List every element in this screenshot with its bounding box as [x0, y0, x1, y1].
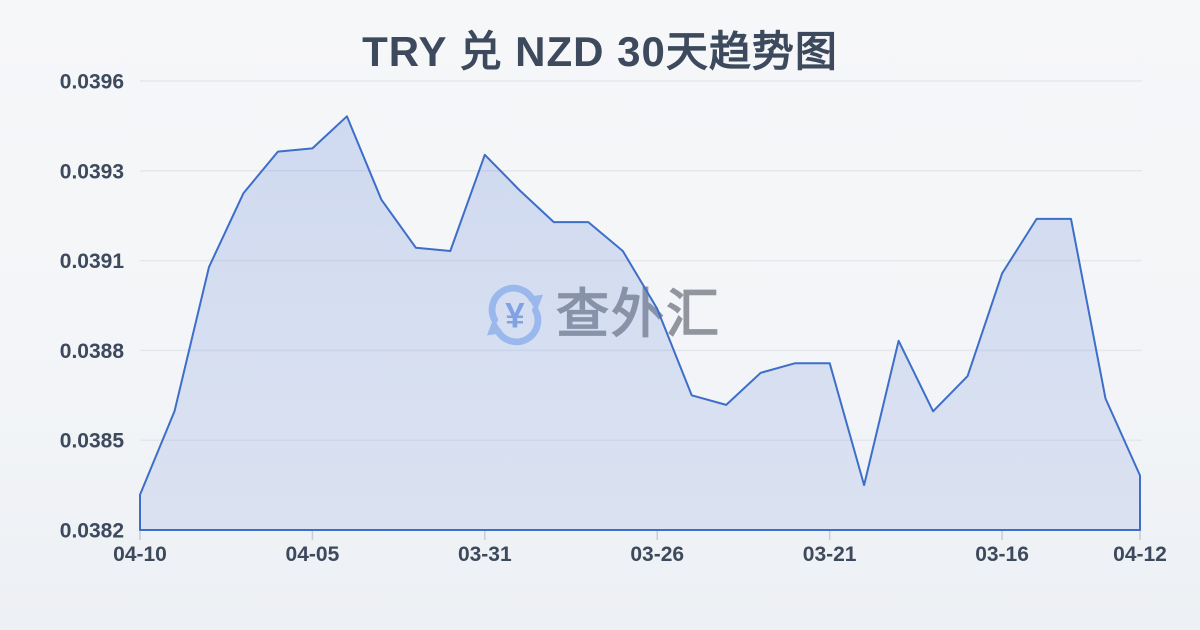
y-tick-label: 0.0391 — [60, 250, 125, 273]
y-tick-label: 0.0393 — [60, 160, 124, 183]
area-series — [139, 115, 1141, 531]
y-tick-label: 0.0396 — [60, 71, 124, 94]
x-tick-label: 03-26 — [630, 543, 684, 566]
x-tick-label: 03-21 — [803, 543, 857, 566]
chart-title: TRY 兑 NZD 30天趋势图 — [362, 28, 838, 75]
x-tick-label: 03-31 — [458, 543, 512, 566]
y-tick-label: 0.0388 — [60, 340, 125, 363]
y-tick-label: 0.0385 — [60, 430, 125, 453]
y-tick-label: 0.0382 — [60, 520, 124, 543]
x-tick-label: 04-10 — [113, 543, 167, 566]
x-tick-label: 04-05 — [286, 543, 340, 566]
x-tick-label: 04-12 — [1113, 543, 1167, 566]
x-tick-label: 03-16 — [975, 543, 1029, 566]
